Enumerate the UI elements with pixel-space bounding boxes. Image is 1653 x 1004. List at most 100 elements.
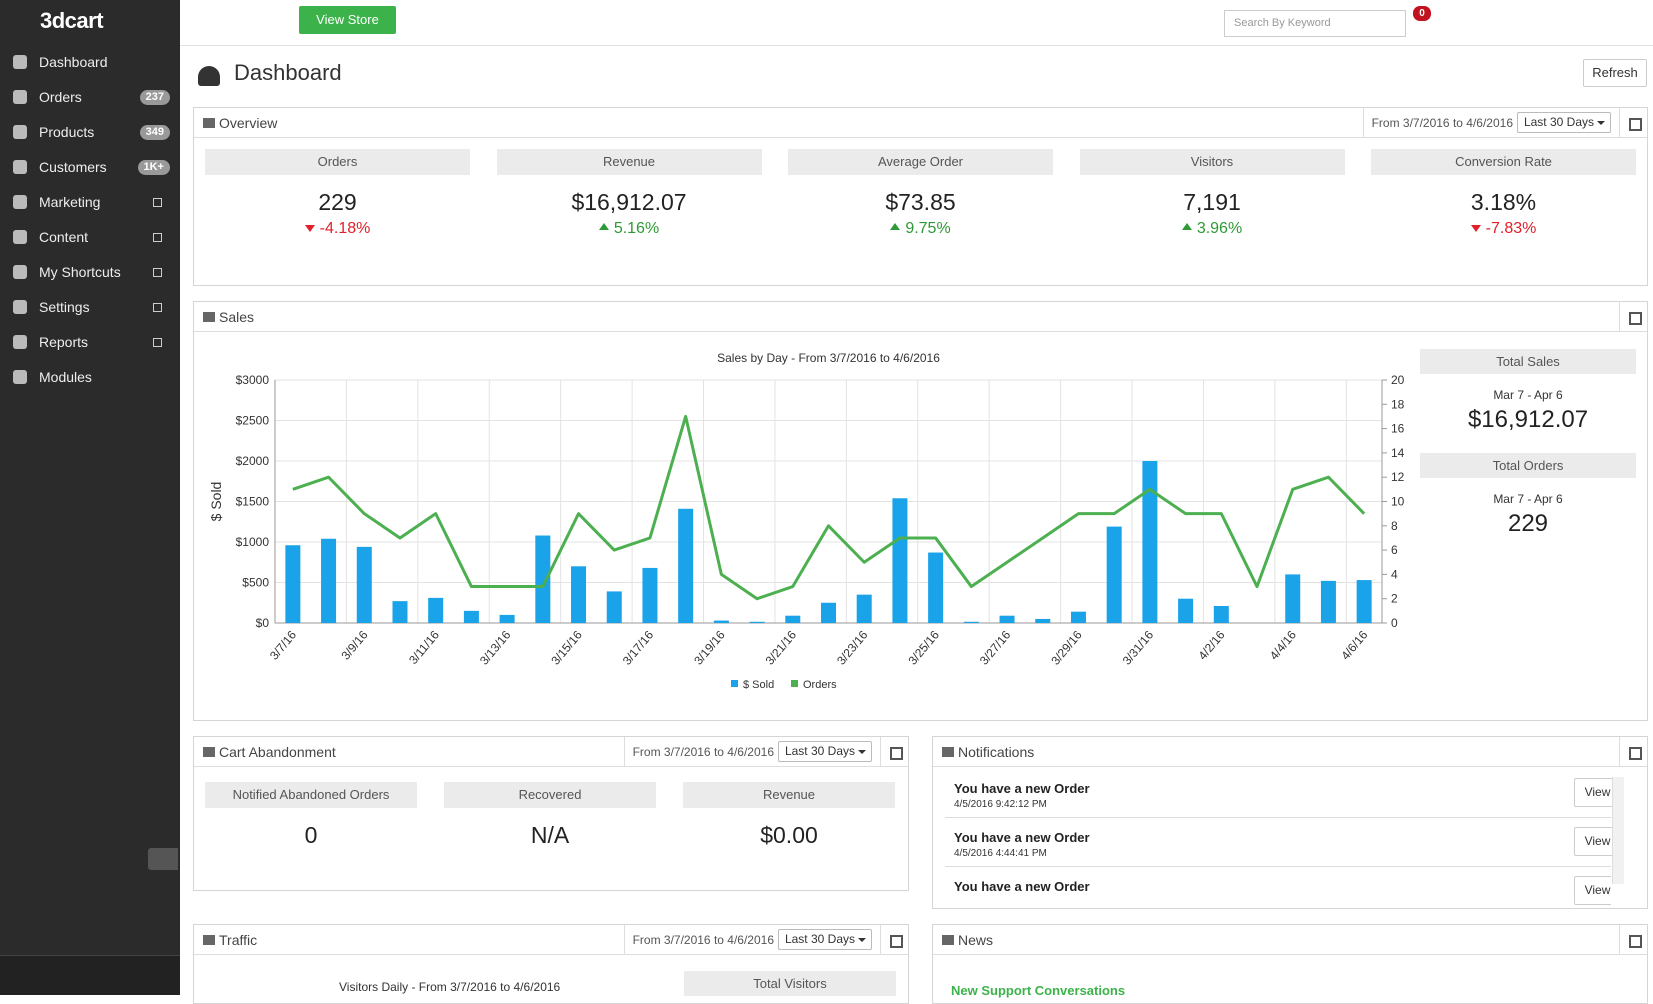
- view-store-button[interactable]: View Store: [299, 6, 396, 34]
- bar: [785, 615, 801, 623]
- notification-time: 4/5/2016 9:42:12 PM: [954, 799, 1047, 810]
- x-tick-label: 3/29/16: [1048, 628, 1085, 668]
- nav-item[interactable]: Dashboard: [0, 45, 180, 79]
- x-tick-label: 4/4/16: [1267, 628, 1299, 663]
- nav-label: Orders: [39, 89, 82, 105]
- panel-header: Traffic From 3/7/2016 to 4/6/2016 Last 30 …: [194, 925, 908, 955]
- date-range: From 3/7/2016 to 4/6/2016: [623, 737, 782, 767]
- nav-item[interactable]: Marketing: [0, 185, 180, 219]
- bar: [606, 591, 622, 623]
- y2-tick-label: 18: [1391, 397, 1405, 411]
- nav-item[interactable]: Customers 1K+: [0, 150, 180, 184]
- panel-action[interactable]: [1619, 302, 1647, 331]
- y2-tick-label: 20: [1391, 373, 1405, 387]
- summary-period: Mar 7 - Apr 6: [1493, 492, 1563, 506]
- stat-card: Conversion Rate 3.18% -7.83%: [1371, 149, 1636, 238]
- panel-icon: [942, 747, 954, 757]
- period-dropdown[interactable]: Last 30 Days: [1516, 112, 1611, 133]
- bar: [642, 567, 658, 623]
- panel-action[interactable]: [880, 737, 908, 766]
- expand-icon: [153, 268, 162, 277]
- x-tick-label: 3/31/16: [1120, 628, 1157, 668]
- view-button[interactable]: View: [1574, 876, 1611, 905]
- nav-item[interactable]: Orders 237: [0, 80, 180, 114]
- panel-action[interactable]: [1619, 925, 1647, 954]
- stat-change: -4.18%: [205, 220, 470, 238]
- refresh-button[interactable]: Refresh: [1583, 59, 1647, 87]
- sales-panel: Sales by Day - From 3/7/2016 to 4/6/2016…: [193, 301, 1648, 721]
- bar: [1106, 526, 1122, 623]
- bar: [713, 620, 729, 623]
- y2-tick-label: 6: [1391, 543, 1398, 557]
- bar: [749, 621, 765, 623]
- stat-card: Revenue $16,912.07 5.16%: [496, 149, 762, 238]
- y-tick-label: $1000: [236, 535, 270, 549]
- notifications-panel: Notifications You have a new Order 4/5/201…: [932, 736, 1648, 909]
- change-text: -4.18%: [319, 220, 371, 237]
- stat-card: Notified Abandoned Orders 0: [205, 782, 417, 849]
- expand-icon: [153, 303, 162, 312]
- nav-label: Dashboard: [39, 54, 108, 70]
- chart-title: Visitors Daily - From 3/7/2016 to 4/6/20…: [339, 980, 561, 994]
- summary-period: Mar 7 - Apr 6: [1493, 388, 1563, 402]
- change-text: 3.96%: [1196, 220, 1243, 237]
- panel-header: Cart Abandonment From 3/7/2016 to 4/6/201…: [194, 737, 908, 767]
- stat-card: Revenue $0.00: [683, 782, 895, 849]
- nav-item[interactable]: Settings: [0, 290, 180, 324]
- stat-value: $73.85: [885, 189, 956, 215]
- y2-tick-label: 14: [1391, 446, 1405, 460]
- nav-label: Modules: [39, 369, 92, 385]
- line: [292, 414, 1366, 601]
- bar: [392, 601, 408, 623]
- date-range: From 3/7/2016 to 4/6/2016: [1362, 108, 1521, 138]
- x-tick-label: 3/19/16: [691, 628, 728, 668]
- stat-value: 229: [318, 189, 357, 215]
- x-tick-label: 3/23/16: [834, 628, 871, 668]
- nav-icon: [13, 370, 27, 384]
- panel-title: Traffic: [219, 932, 258, 948]
- collapse-button[interactable]: [148, 848, 178, 870]
- notification-count[interactable]: 0: [1413, 6, 1431, 21]
- nav-item[interactable]: My Shortcuts: [0, 255, 180, 289]
- period-dropdown[interactable]: Last 30 Days: [777, 929, 872, 950]
- panel-action[interactable]: [880, 925, 908, 954]
- bar: [499, 614, 515, 623]
- expand-icon: [153, 338, 162, 347]
- stat-value: $0.00: [760, 822, 818, 848]
- bar: [678, 508, 694, 623]
- panel-action[interactable]: [1619, 737, 1647, 766]
- dashboard-icon: [198, 66, 220, 86]
- nav-item[interactable]: Products 349: [0, 115, 180, 149]
- stat-card: Orders 229 -4.18%: [205, 149, 470, 238]
- summary-label: Total Visitors: [684, 971, 896, 996]
- trend-arrow: [598, 223, 609, 230]
- nav-item[interactable]: Reports: [0, 325, 180, 359]
- nav-item[interactable]: Content: [0, 220, 180, 254]
- bar: [356, 546, 372, 623]
- bar: [321, 538, 337, 623]
- period-dropdown[interactable]: Last 30 Days: [777, 741, 872, 762]
- panel-action[interactable]: [1619, 108, 1647, 137]
- notification-item: You have a new Order View: [945, 867, 1611, 907]
- stat-label: Notified Abandoned Orders: [205, 782, 417, 808]
- nav-item[interactable]: Modules: [0, 360, 180, 394]
- stat-label: Average Order: [788, 149, 1053, 175]
- bar: [1320, 580, 1336, 623]
- summary-value: $16,912.07: [1467, 406, 1589, 433]
- nav-label: My Shortcuts: [39, 264, 121, 280]
- brand-logo[interactable]: 3dcart: [40, 8, 104, 33]
- stat-value: $16,912.07: [571, 189, 687, 215]
- search-input[interactable]: Search By Keyword: [1224, 10, 1406, 37]
- nav-label: Settings: [39, 299, 90, 315]
- bar: [928, 552, 944, 623]
- notification-title: You have a new Order: [954, 830, 1090, 845]
- notification-title: You have a new Order: [954, 781, 1090, 796]
- news-link[interactable]: New Support Conversations: [951, 983, 1126, 998]
- y-tick-label: $2500: [236, 414, 270, 428]
- legend-swatch: [791, 680, 798, 687]
- x-tick-label: 4/2/16: [1195, 628, 1227, 663]
- traffic-panel: Traffic From 3/7/2016 to 4/6/2016 Last 30 …: [193, 924, 909, 1004]
- stat-label: Orders: [205, 149, 470, 175]
- summary-box: Total Visitors: [684, 971, 896, 996]
